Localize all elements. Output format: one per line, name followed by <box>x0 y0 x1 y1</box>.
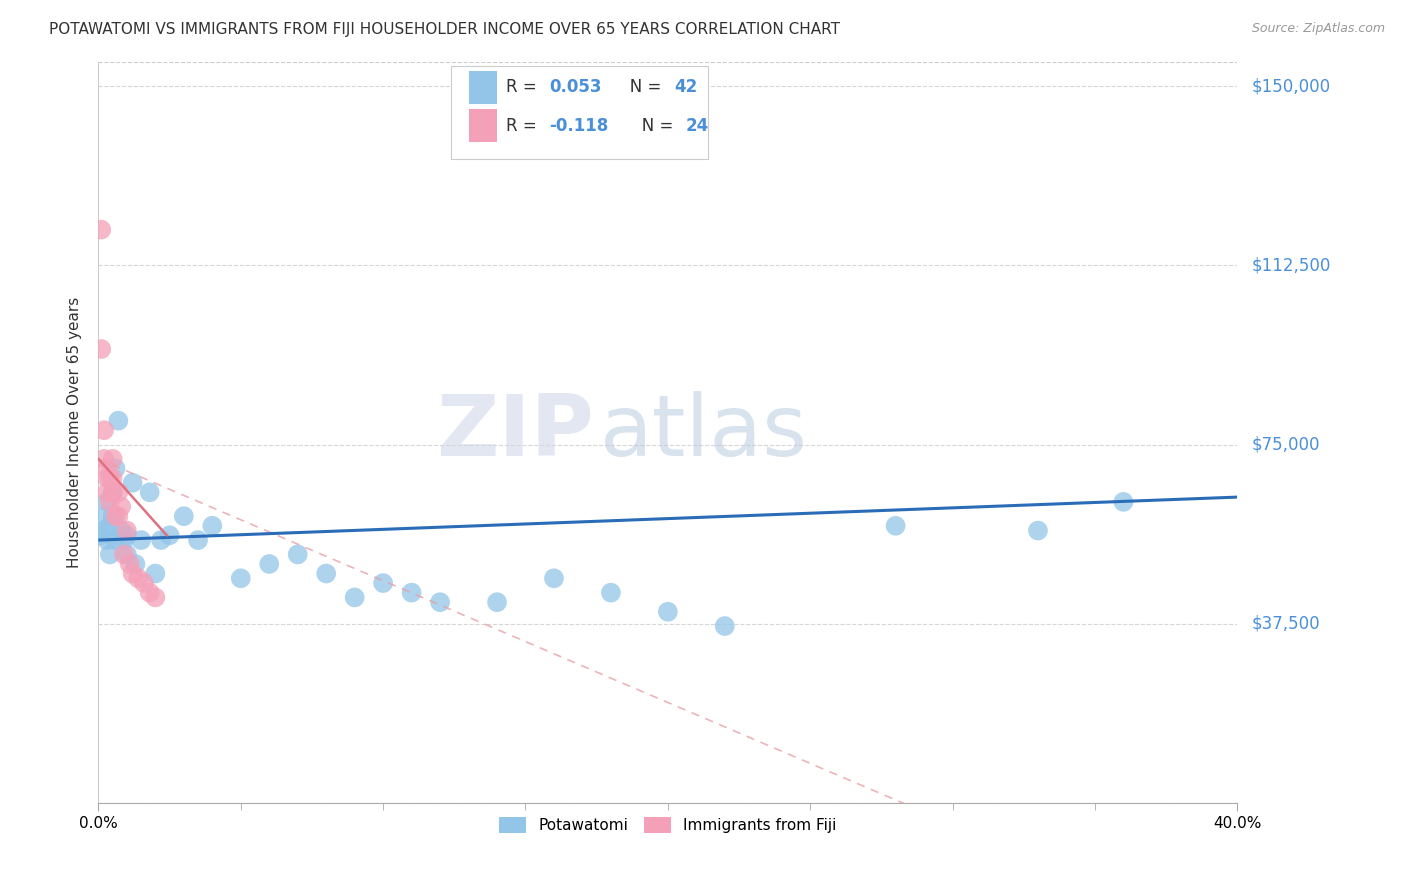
Point <box>343 591 366 605</box>
Point <box>98 518 121 533</box>
Text: $150,000: $150,000 <box>1251 78 1330 95</box>
Point <box>110 500 132 514</box>
Point <box>93 524 115 538</box>
FancyBboxPatch shape <box>468 70 498 103</box>
Point <box>373 576 395 591</box>
Point <box>90 222 112 236</box>
Point <box>714 619 737 633</box>
Point <box>104 509 127 524</box>
Point <box>884 518 907 533</box>
Point <box>121 566 143 581</box>
Text: $112,500: $112,500 <box>1251 256 1330 275</box>
Y-axis label: Householder Income Over 65 years: Householder Income Over 65 years <box>67 297 83 568</box>
Point <box>401 585 423 599</box>
Text: $75,000: $75,000 <box>1251 435 1320 453</box>
Text: R =: R = <box>506 117 543 135</box>
Point <box>187 533 209 547</box>
Point <box>101 485 124 500</box>
Point <box>118 557 141 571</box>
Point <box>112 548 135 562</box>
Point <box>115 548 138 562</box>
Point <box>145 566 167 581</box>
Point <box>90 342 112 356</box>
Point <box>107 485 129 500</box>
Point <box>98 548 121 562</box>
Point <box>132 576 155 591</box>
Point <box>150 533 173 547</box>
Text: 42: 42 <box>675 78 697 96</box>
Point <box>107 509 129 524</box>
Point <box>124 557 146 571</box>
Point <box>201 518 224 533</box>
Text: 0.053: 0.053 <box>550 78 602 96</box>
Text: N =: N = <box>614 78 666 96</box>
Point <box>104 533 127 547</box>
Point <box>138 485 160 500</box>
Point <box>287 548 309 562</box>
Point <box>107 414 129 428</box>
Point <box>121 475 143 490</box>
Point <box>96 461 118 475</box>
Point <box>1026 524 1049 538</box>
Point <box>96 485 118 500</box>
Point <box>93 451 115 466</box>
Point <box>101 509 124 524</box>
Point <box>315 566 337 581</box>
Point <box>101 451 124 466</box>
Point <box>96 471 118 485</box>
Text: 24: 24 <box>686 117 709 135</box>
Point <box>96 495 118 509</box>
Point <box>259 557 281 571</box>
Point <box>93 423 115 437</box>
FancyBboxPatch shape <box>451 66 707 159</box>
Text: ZIP: ZIP <box>436 391 593 475</box>
Point <box>115 528 138 542</box>
FancyBboxPatch shape <box>468 109 498 142</box>
Point <box>104 461 127 475</box>
Point <box>229 571 252 585</box>
Point <box>115 524 138 538</box>
Point <box>657 605 679 619</box>
Point <box>159 528 181 542</box>
Point <box>1112 495 1135 509</box>
Point <box>486 595 509 609</box>
Text: R =: R = <box>506 78 543 96</box>
Point <box>98 471 121 485</box>
Point <box>101 485 124 500</box>
Point <box>101 471 124 485</box>
Text: POTAWATOMI VS IMMIGRANTS FROM FIJI HOUSEHOLDER INCOME OVER 65 YEARS CORRELATION : POTAWATOMI VS IMMIGRANTS FROM FIJI HOUSE… <box>49 22 841 37</box>
Point <box>145 591 167 605</box>
Text: N =: N = <box>626 117 678 135</box>
Point <box>138 585 160 599</box>
Point <box>93 509 115 524</box>
Point <box>129 533 152 547</box>
Point <box>96 533 118 547</box>
Text: atlas: atlas <box>599 391 807 475</box>
Text: -0.118: -0.118 <box>550 117 609 135</box>
Point <box>98 495 121 509</box>
Point <box>112 533 135 547</box>
Point <box>90 528 112 542</box>
Point <box>543 571 565 585</box>
Text: $37,500: $37,500 <box>1251 615 1320 632</box>
Point <box>127 571 149 585</box>
Legend: Potawatomi, Immigrants from Fiji: Potawatomi, Immigrants from Fiji <box>492 812 844 839</box>
Point <box>110 524 132 538</box>
Point <box>173 509 195 524</box>
Point <box>429 595 451 609</box>
Text: Source: ZipAtlas.com: Source: ZipAtlas.com <box>1251 22 1385 36</box>
Point <box>600 585 623 599</box>
